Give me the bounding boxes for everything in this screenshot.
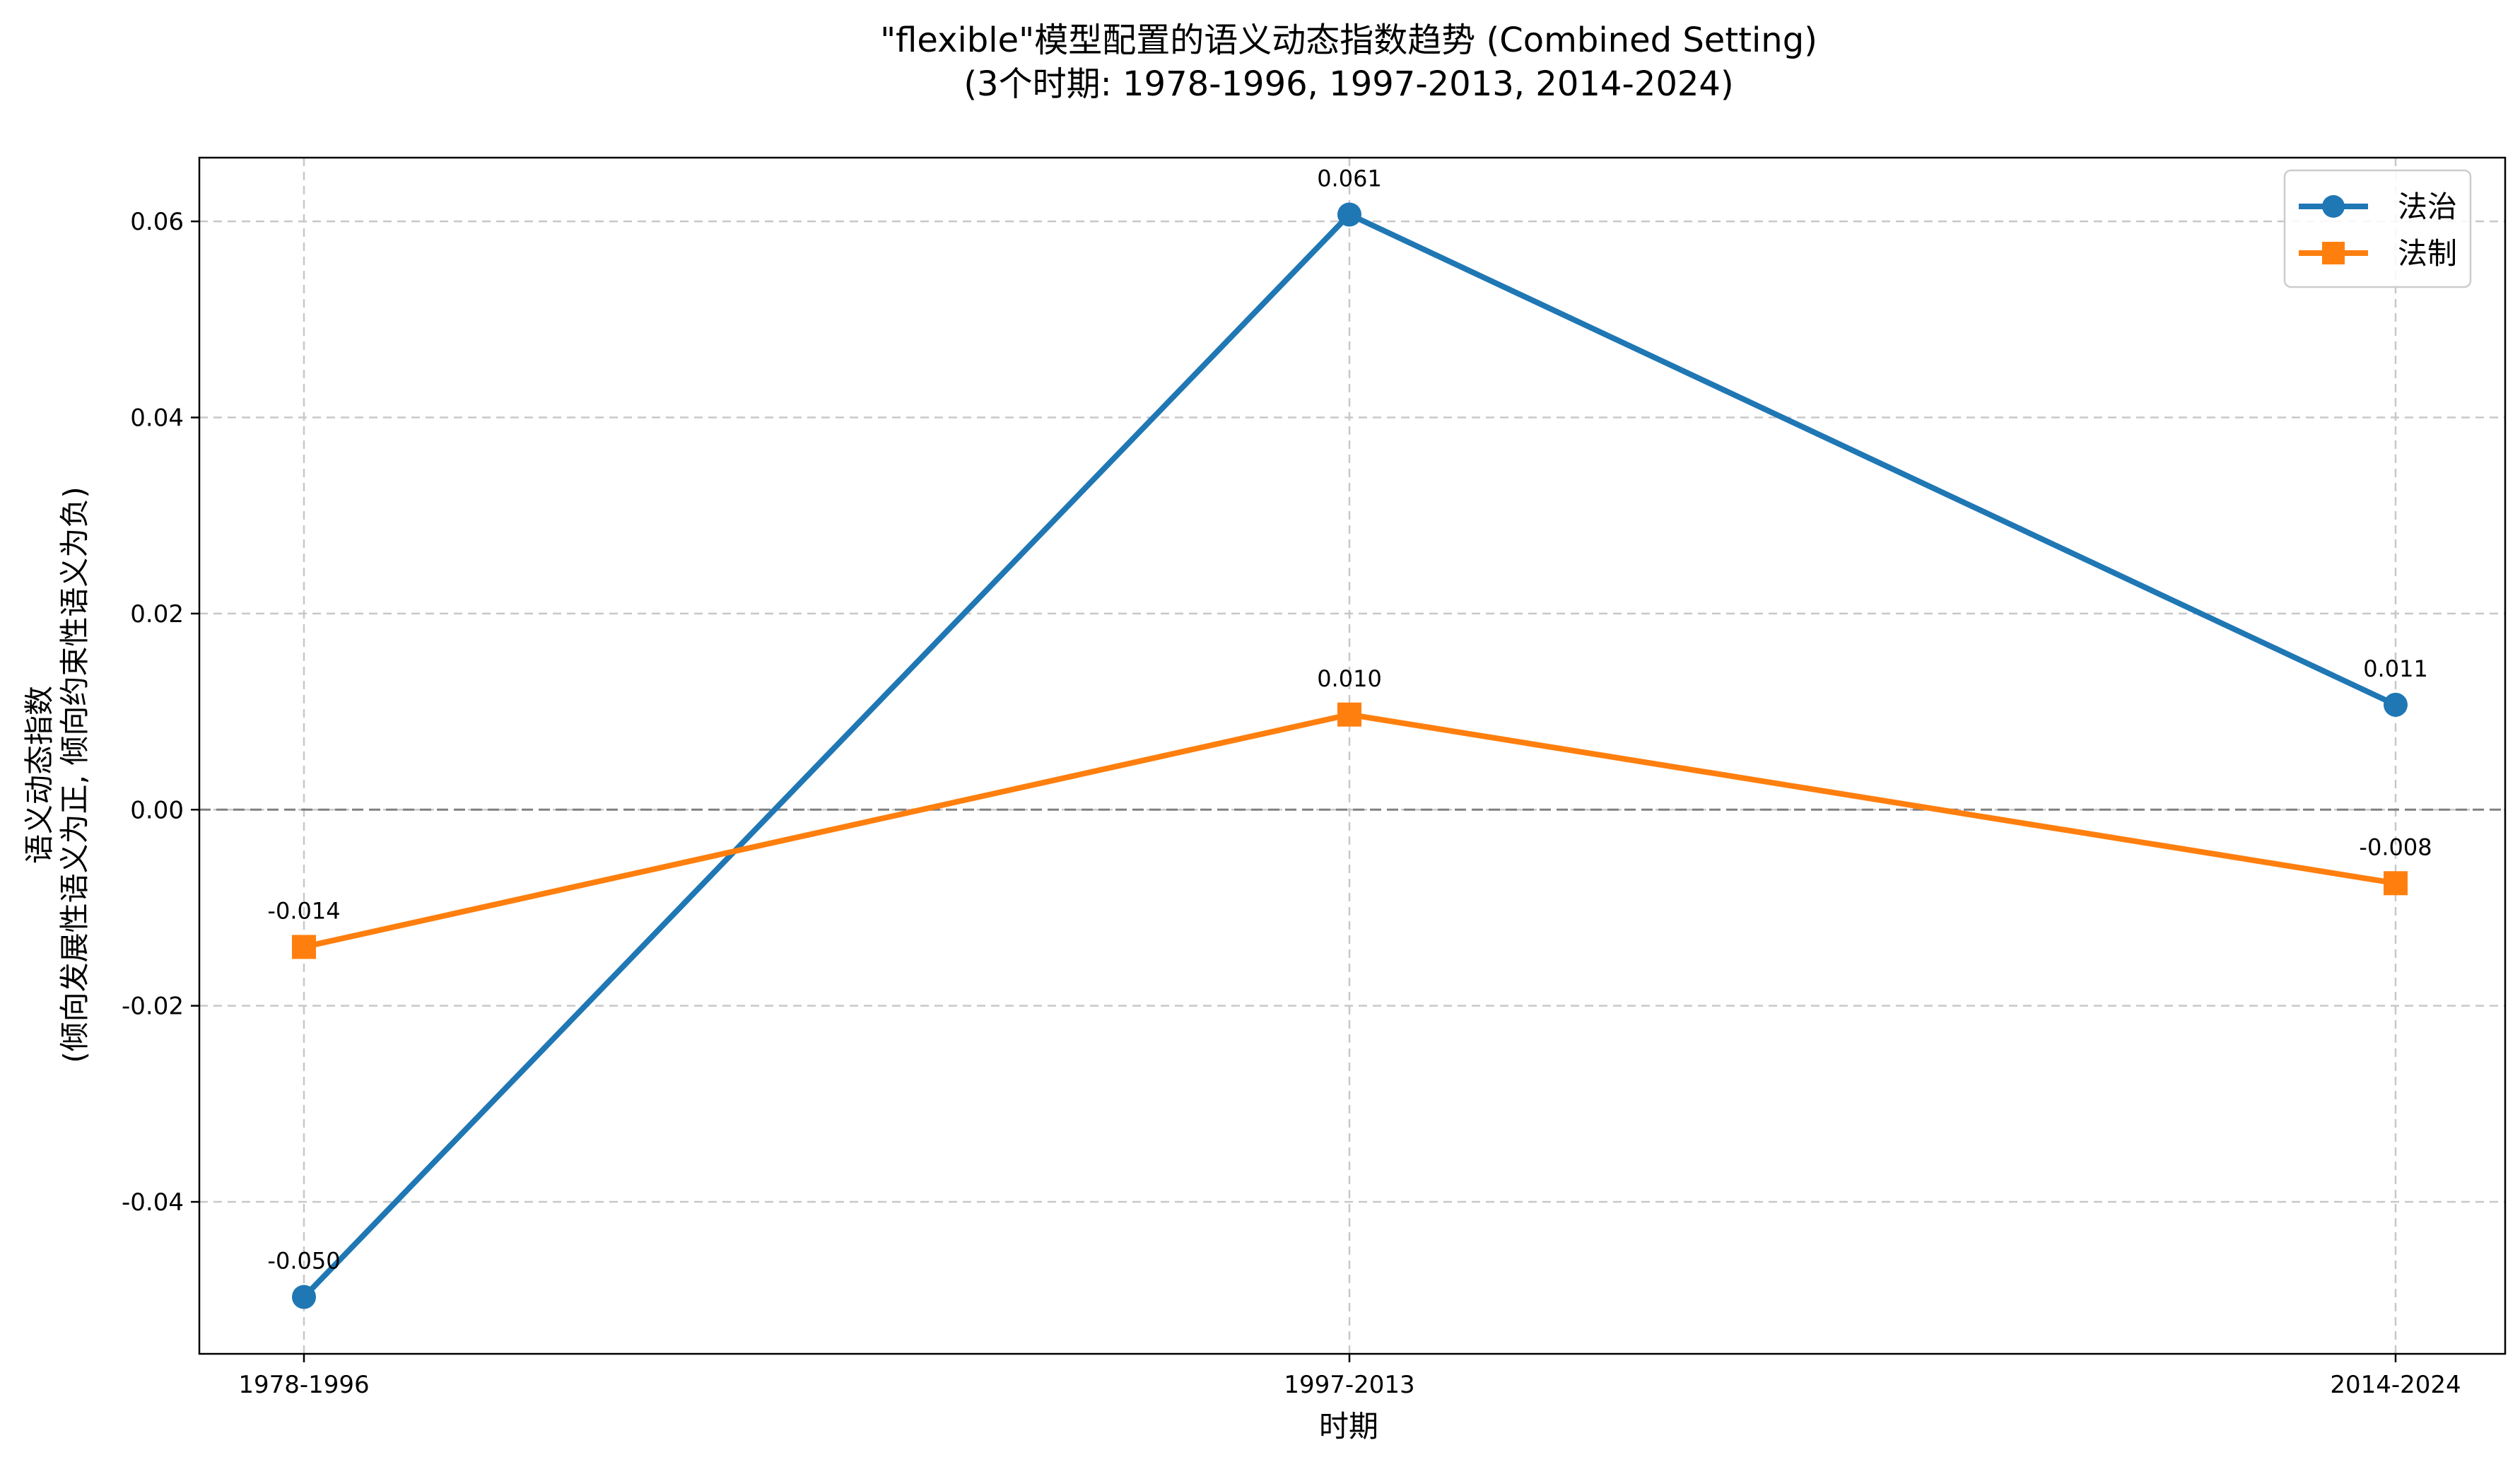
data-point — [1337, 702, 1361, 727]
x-axis-label: 时期 — [1319, 1409, 1378, 1444]
x-tick-label: 1997-2013 — [1284, 1371, 1414, 1399]
legend-label-fazhi-system: 法制 — [2398, 236, 2457, 271]
y-tick-label: -0.02 — [122, 993, 184, 1021]
y-tick-label: 0.02 — [130, 600, 184, 628]
chart-subtitle: (3个时期: 1978-1996, 1997-2013, 2014-2024) — [963, 64, 1733, 104]
legend-label-fazhi: 法治 — [2398, 189, 2457, 224]
plot-frame — [198, 156, 2507, 1355]
legend-marker-fazhi-system — [2322, 242, 2345, 264]
legend-marker-fazhi — [2322, 195, 2345, 218]
data-labels: -0.050 0.061 0.011 -0.014 0.010 -0.008 — [267, 165, 2432, 1274]
y-tick-label: 0.00 — [130, 796, 184, 824]
y-axis-label-group: 语义动态指数 (倾向发展性语义为正, 倾向约束性语义为负) — [22, 486, 92, 1063]
data-point — [2384, 871, 2408, 896]
data-label: 0.010 — [1317, 665, 1382, 692]
data-label: -0.008 — [2359, 834, 2432, 860]
data-label: 0.061 — [1317, 165, 1382, 192]
y-tick-label: 0.06 — [130, 208, 184, 236]
data-point — [2384, 692, 2408, 717]
y-axis-label-line1: 语义动态指数 — [22, 686, 57, 864]
series — [292, 202, 2408, 1309]
data-point — [1337, 202, 1361, 227]
legend: 法治 法制 — [2283, 169, 2472, 288]
data-label: -0.050 — [267, 1248, 340, 1275]
y-tick-label: 0.04 — [130, 404, 184, 433]
data-point — [292, 935, 316, 959]
data-point — [292, 1285, 316, 1309]
x-tick-label: 1978-1996 — [238, 1371, 369, 1399]
x-tick-label: 2014-2024 — [2330, 1371, 2461, 1399]
data-label: 0.011 — [2363, 655, 2428, 682]
data-label: -0.014 — [267, 897, 340, 924]
y-axis-label-line2: (倾向发展性语义为正, 倾向约束性语义为负) — [57, 486, 92, 1063]
y-tick-label: -0.04 — [122, 1188, 184, 1217]
chart-title: "flexible"模型配置的语义动态指数趋势 (Combined Settin… — [880, 21, 1817, 60]
axes: -0.04 -0.02 0.00 0.02 0.04 0.06 1978-1996 1997-… — [122, 208, 2461, 1399]
